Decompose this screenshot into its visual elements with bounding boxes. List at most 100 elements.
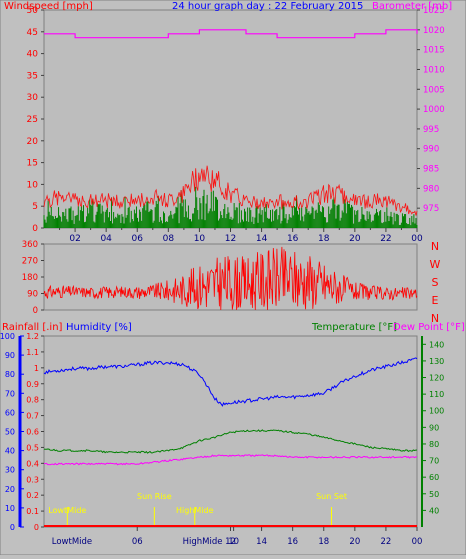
rain-y-tick-label: 1 [34, 364, 39, 373]
barometer-y-tick-label: 985 [423, 165, 439, 175]
humidity-y-tick-label: 50 [5, 428, 15, 437]
wind-x-tick-label: 00 [411, 234, 423, 244]
wind-x-tick-label: 04 [100, 234, 112, 244]
wind-x-tick-label: 22 [380, 234, 391, 244]
temperature-y-tick-label: 90 [429, 423, 439, 432]
compass-label: E [432, 294, 439, 307]
temperature-line [43, 429, 418, 454]
wind-x-tick-label: 16 [287, 234, 299, 244]
temp-x-tick-label: 12 [225, 537, 236, 547]
wind-plot-area [43, 9, 418, 229]
rain-y-tick-label: 0.4 [26, 459, 39, 468]
humidity-y-tick-label: 100 [0, 332, 15, 341]
barometer-axis-label: Barometer [mb] [372, 1, 452, 12]
rain-y-tick-label: 1.1 [26, 348, 39, 357]
temp-x-tick-label: 22 [381, 537, 392, 547]
wind-x-tick-label: 12 [225, 234, 236, 244]
graph-title: 24 hour graph day : 22 February 2015 [172, 1, 363, 12]
direction-y-tick-label: 270 [22, 257, 38, 267]
wind-x-tick-label: 06 [132, 234, 144, 244]
wind-x-tick-label: 20 [349, 234, 361, 244]
humidity-y-tick-label: 70 [5, 389, 15, 398]
temperature-y-tick-label: 120 [429, 374, 444, 383]
rainfall-axis-label: Rainfall [.in] [2, 322, 63, 333]
dewpoint-axis-label: Dew Point [°F] [393, 322, 465, 333]
direction-y-tick-label: 180 [22, 273, 38, 283]
wind-x-tick-label: 18 [318, 234, 330, 244]
barometer-y-tick-label: 975 [423, 204, 439, 214]
wind-y-tick-label: 35 [27, 71, 38, 81]
temperature-y-tick-label: 100 [429, 407, 444, 416]
humidity-y-tick-label: 90 [5, 351, 15, 360]
wind-y-tick-label: 20 [27, 137, 39, 147]
dewpoint-line [43, 454, 417, 466]
direction-y-tick-label: 90 [27, 290, 38, 300]
temperature-y-tick-label: 60 [429, 473, 439, 482]
wind-x-tick-label: 08 [163, 234, 175, 244]
barometer-y-tick-label: 1015 [423, 46, 445, 56]
rain-y-tick-label: 0 [34, 523, 39, 532]
humidity-y-tick-label: 40 [5, 447, 15, 456]
humidity-y-tick-label: 10 [5, 504, 15, 513]
barometer-y-tick-label: 990 [423, 145, 439, 155]
temperature-y-tick-label: 80 [429, 440, 439, 449]
temperature-y-tick-label: 50 [429, 490, 439, 499]
rain-y-tick-label: 0.8 [26, 396, 39, 405]
wind-y-tick-label: 40 [27, 50, 39, 60]
compass-label: S [432, 276, 439, 289]
wind-x-tick-label: 02 [69, 234, 80, 244]
humidity-y-tick-label: 20 [5, 485, 15, 494]
humidity-axis-label: Humidity [%] [66, 322, 132, 333]
temperature-y-tick-label: 140 [429, 340, 444, 349]
wind-y-tick-label: 10 [27, 180, 39, 190]
humidity-line [43, 357, 418, 407]
temp-x-tick-label: 14 [256, 537, 267, 547]
rain-y-tick-label: 0.5 [26, 443, 39, 452]
wind-y-tick-label: 25 [27, 115, 38, 125]
event-label: LowtMide [48, 506, 86, 515]
compass-label: N [431, 312, 439, 325]
temp-x-tick-label: 10 [228, 537, 239, 547]
temp-x-tick-label: 06 [132, 537, 143, 547]
wind-y-tick-label: 30 [27, 93, 39, 103]
temp-x-tick-label: 00 [412, 537, 423, 547]
wind-y-tick-label: 15 [27, 159, 38, 169]
direction-y-tick-label: 0 [33, 306, 38, 316]
barometer-y-tick-label: 1000 [423, 105, 445, 115]
wind-y-tick-label: 50 [27, 6, 39, 16]
gust-line [43, 165, 418, 216]
humidity-y-tick-label: 30 [5, 466, 15, 475]
temp-x-tick-label: HighMide [183, 537, 223, 547]
event-label: HighMide [176, 506, 214, 515]
rain-y-tick-label: 0.1 [26, 507, 39, 516]
temp-x-tick-label: 18 [318, 537, 329, 547]
wind-y-tick-label: 0 [32, 224, 38, 234]
temperature-y-tick-label: 70 [429, 457, 439, 466]
direction-y-tick-label: 360 [22, 240, 38, 250]
wind-x-tick-label: 14 [256, 234, 268, 244]
event-label: Sun Set [316, 492, 347, 501]
humidity-y-tick-label: 60 [5, 408, 15, 417]
barometer-line [44, 29, 418, 39]
temp-x-tick-label: 20 [349, 537, 360, 547]
wind-y-tick-label: 5 [32, 202, 38, 212]
wind-x-tick-label: 10 [194, 234, 206, 244]
temp-x-tick-label: LowtMide [52, 537, 92, 547]
barometer-y-tick-label: 1025 [423, 6, 445, 16]
rain-y-tick-label: 0.6 [26, 428, 39, 437]
event-label: Sun Rise [137, 492, 172, 501]
windspeed-axis-label: Windspeed [mph] [4, 1, 93, 12]
temperature-axis-label: Temperature [°F] [311, 322, 397, 333]
rain-y-tick-label: 0.9 [26, 380, 39, 389]
rain-y-tick-label: 0.3 [26, 475, 39, 484]
temp-x-tick-label: 16 [287, 537, 298, 547]
compass-label: W [430, 258, 441, 271]
temperature-y-tick-label: 130 [429, 357, 444, 366]
barometer-y-tick-label: 1020 [423, 26, 445, 36]
humidity-y-tick-label: 80 [5, 370, 15, 379]
rain-y-tick-label: 1.2 [26, 332, 39, 341]
barometer-y-tick-label: 1010 [423, 65, 445, 75]
barometer-y-tick-label: 995 [423, 125, 439, 135]
